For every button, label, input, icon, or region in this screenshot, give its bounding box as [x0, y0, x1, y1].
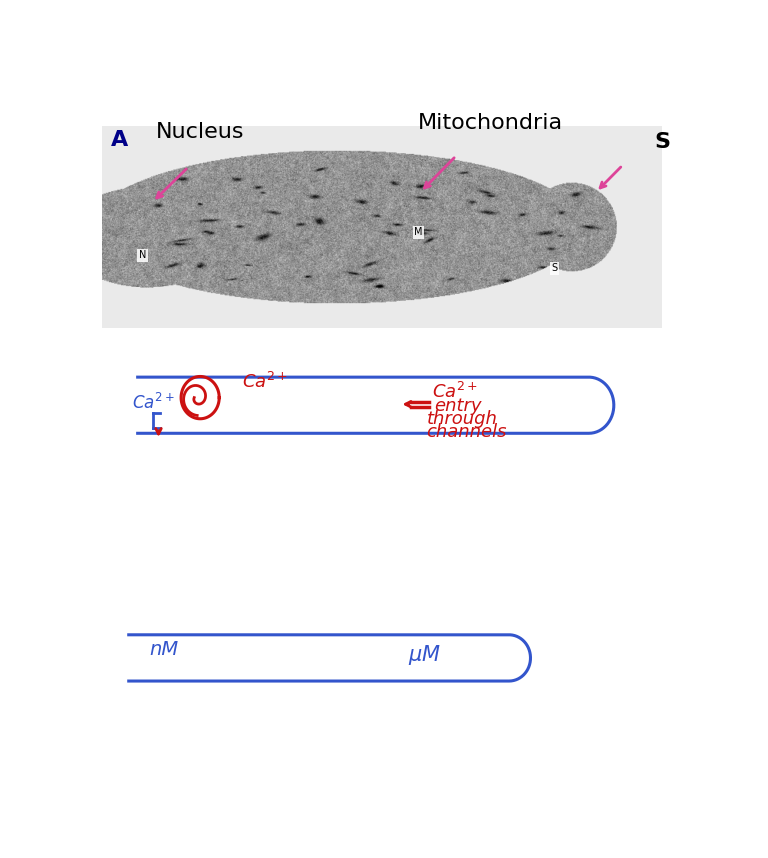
- Text: A: A: [111, 130, 128, 150]
- Text: channels: channels: [426, 423, 507, 441]
- Text: through: through: [427, 410, 498, 428]
- Text: nM: nM: [150, 639, 179, 659]
- Text: $\mu$M: $\mu$M: [409, 644, 442, 668]
- Text: S: S: [654, 132, 670, 152]
- Text: M: M: [415, 227, 423, 237]
- Text: entry: entry: [434, 397, 482, 415]
- Text: $Ca^{2+}$: $Ca^{2+}$: [432, 382, 478, 402]
- Text: $Ca^{2+}$: $Ca^{2+}$: [132, 393, 174, 413]
- Text: $Ca^{2+}$: $Ca^{2+}$: [242, 372, 288, 392]
- Text: N: N: [139, 251, 146, 260]
- Text: Nucleus: Nucleus: [155, 122, 244, 142]
- Text: Mitochondria: Mitochondria: [418, 113, 562, 133]
- Text: S: S: [551, 263, 558, 274]
